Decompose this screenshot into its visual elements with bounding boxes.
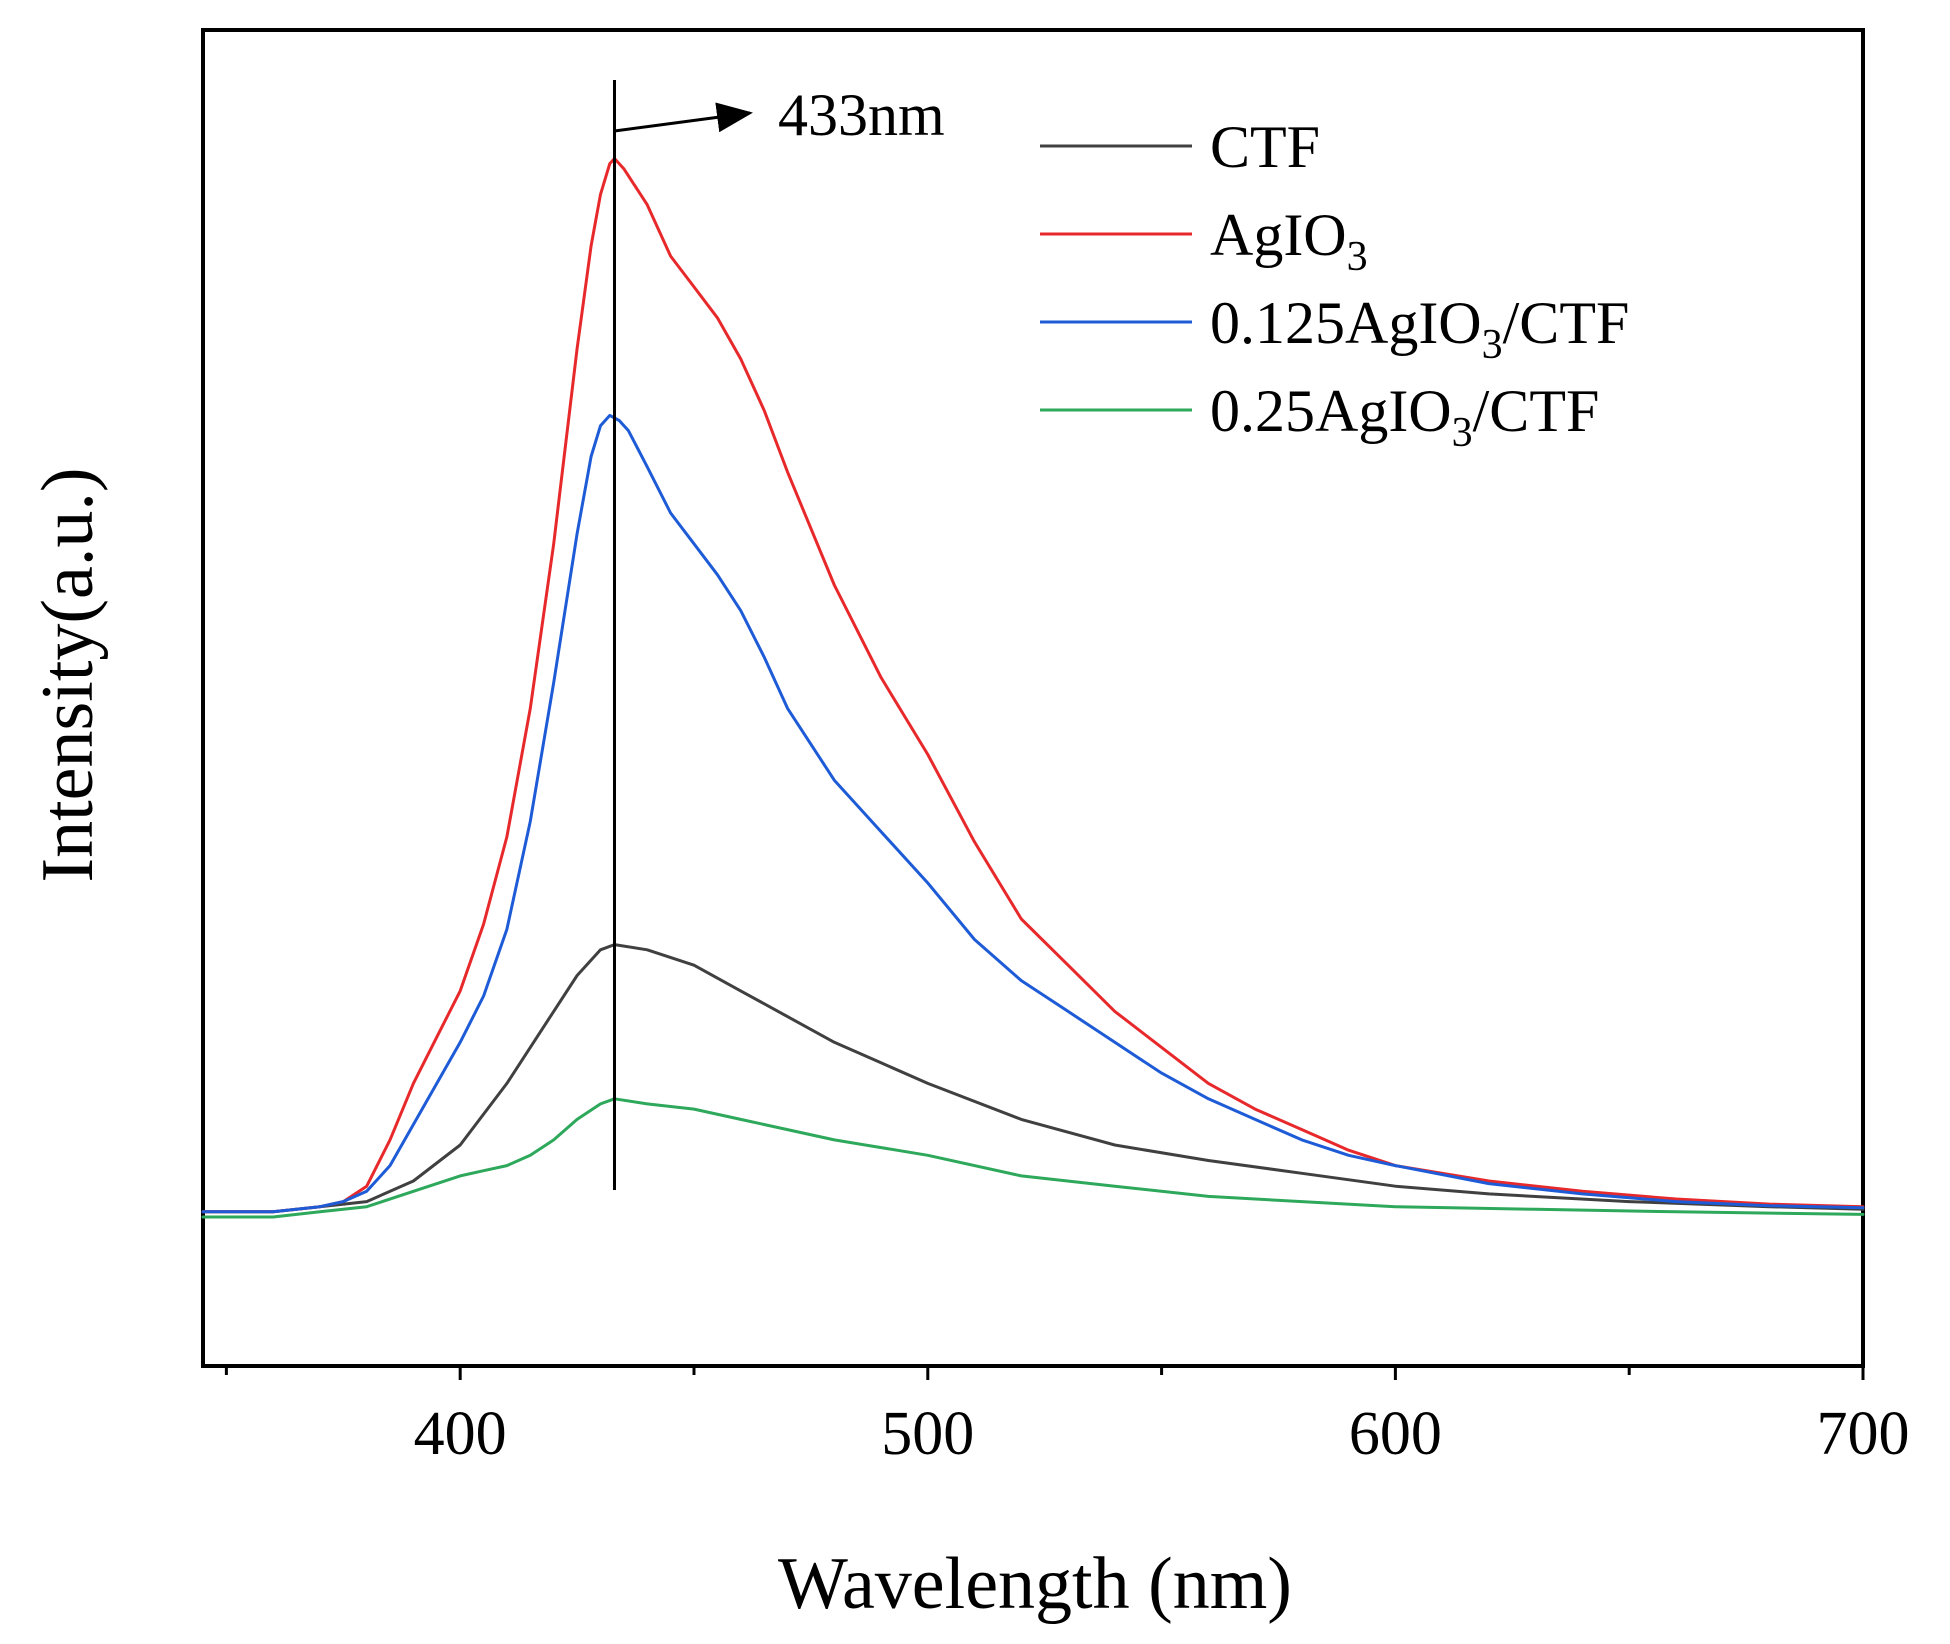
x-tick-label: 600 (1349, 1400, 1442, 1468)
x-axis-title: Wavelength (nm) (778, 1543, 1292, 1625)
annotation-layer: 433nm (612, 80, 945, 1190)
legend-label-0: CTF (1210, 114, 1320, 180)
series-line-0 (201, 943, 1865, 1214)
legend-label-2: 0.125AgIO3/CTF (1210, 290, 1629, 368)
x-axis-ticks: 400 500 600 700 (224, 1366, 1910, 1468)
y-axis-title: Intensity(a.u.) (27, 467, 109, 882)
x-tick-label: 400 (414, 1400, 507, 1468)
plot-frame (201, 28, 1865, 1368)
x-tick-label: 700 (1817, 1400, 1910, 1468)
legend-label-1: AgIO3 (1210, 202, 1368, 280)
legend: CTF AgIO3 0.125AgIO3/CTF 0.25AgIO3/CTF (1040, 114, 1629, 456)
x-tick-label: 500 (881, 1400, 974, 1468)
series-line-1 (201, 157, 1865, 1214)
series-layer (201, 157, 1865, 1219)
series-line-2 (201, 413, 1865, 1214)
peak-label: 433nm (778, 82, 945, 148)
series-line-3 (201, 1097, 1865, 1219)
legend-label-3: 0.25AgIO3/CTF (1210, 378, 1599, 456)
peak-arrow (614, 102, 753, 133)
